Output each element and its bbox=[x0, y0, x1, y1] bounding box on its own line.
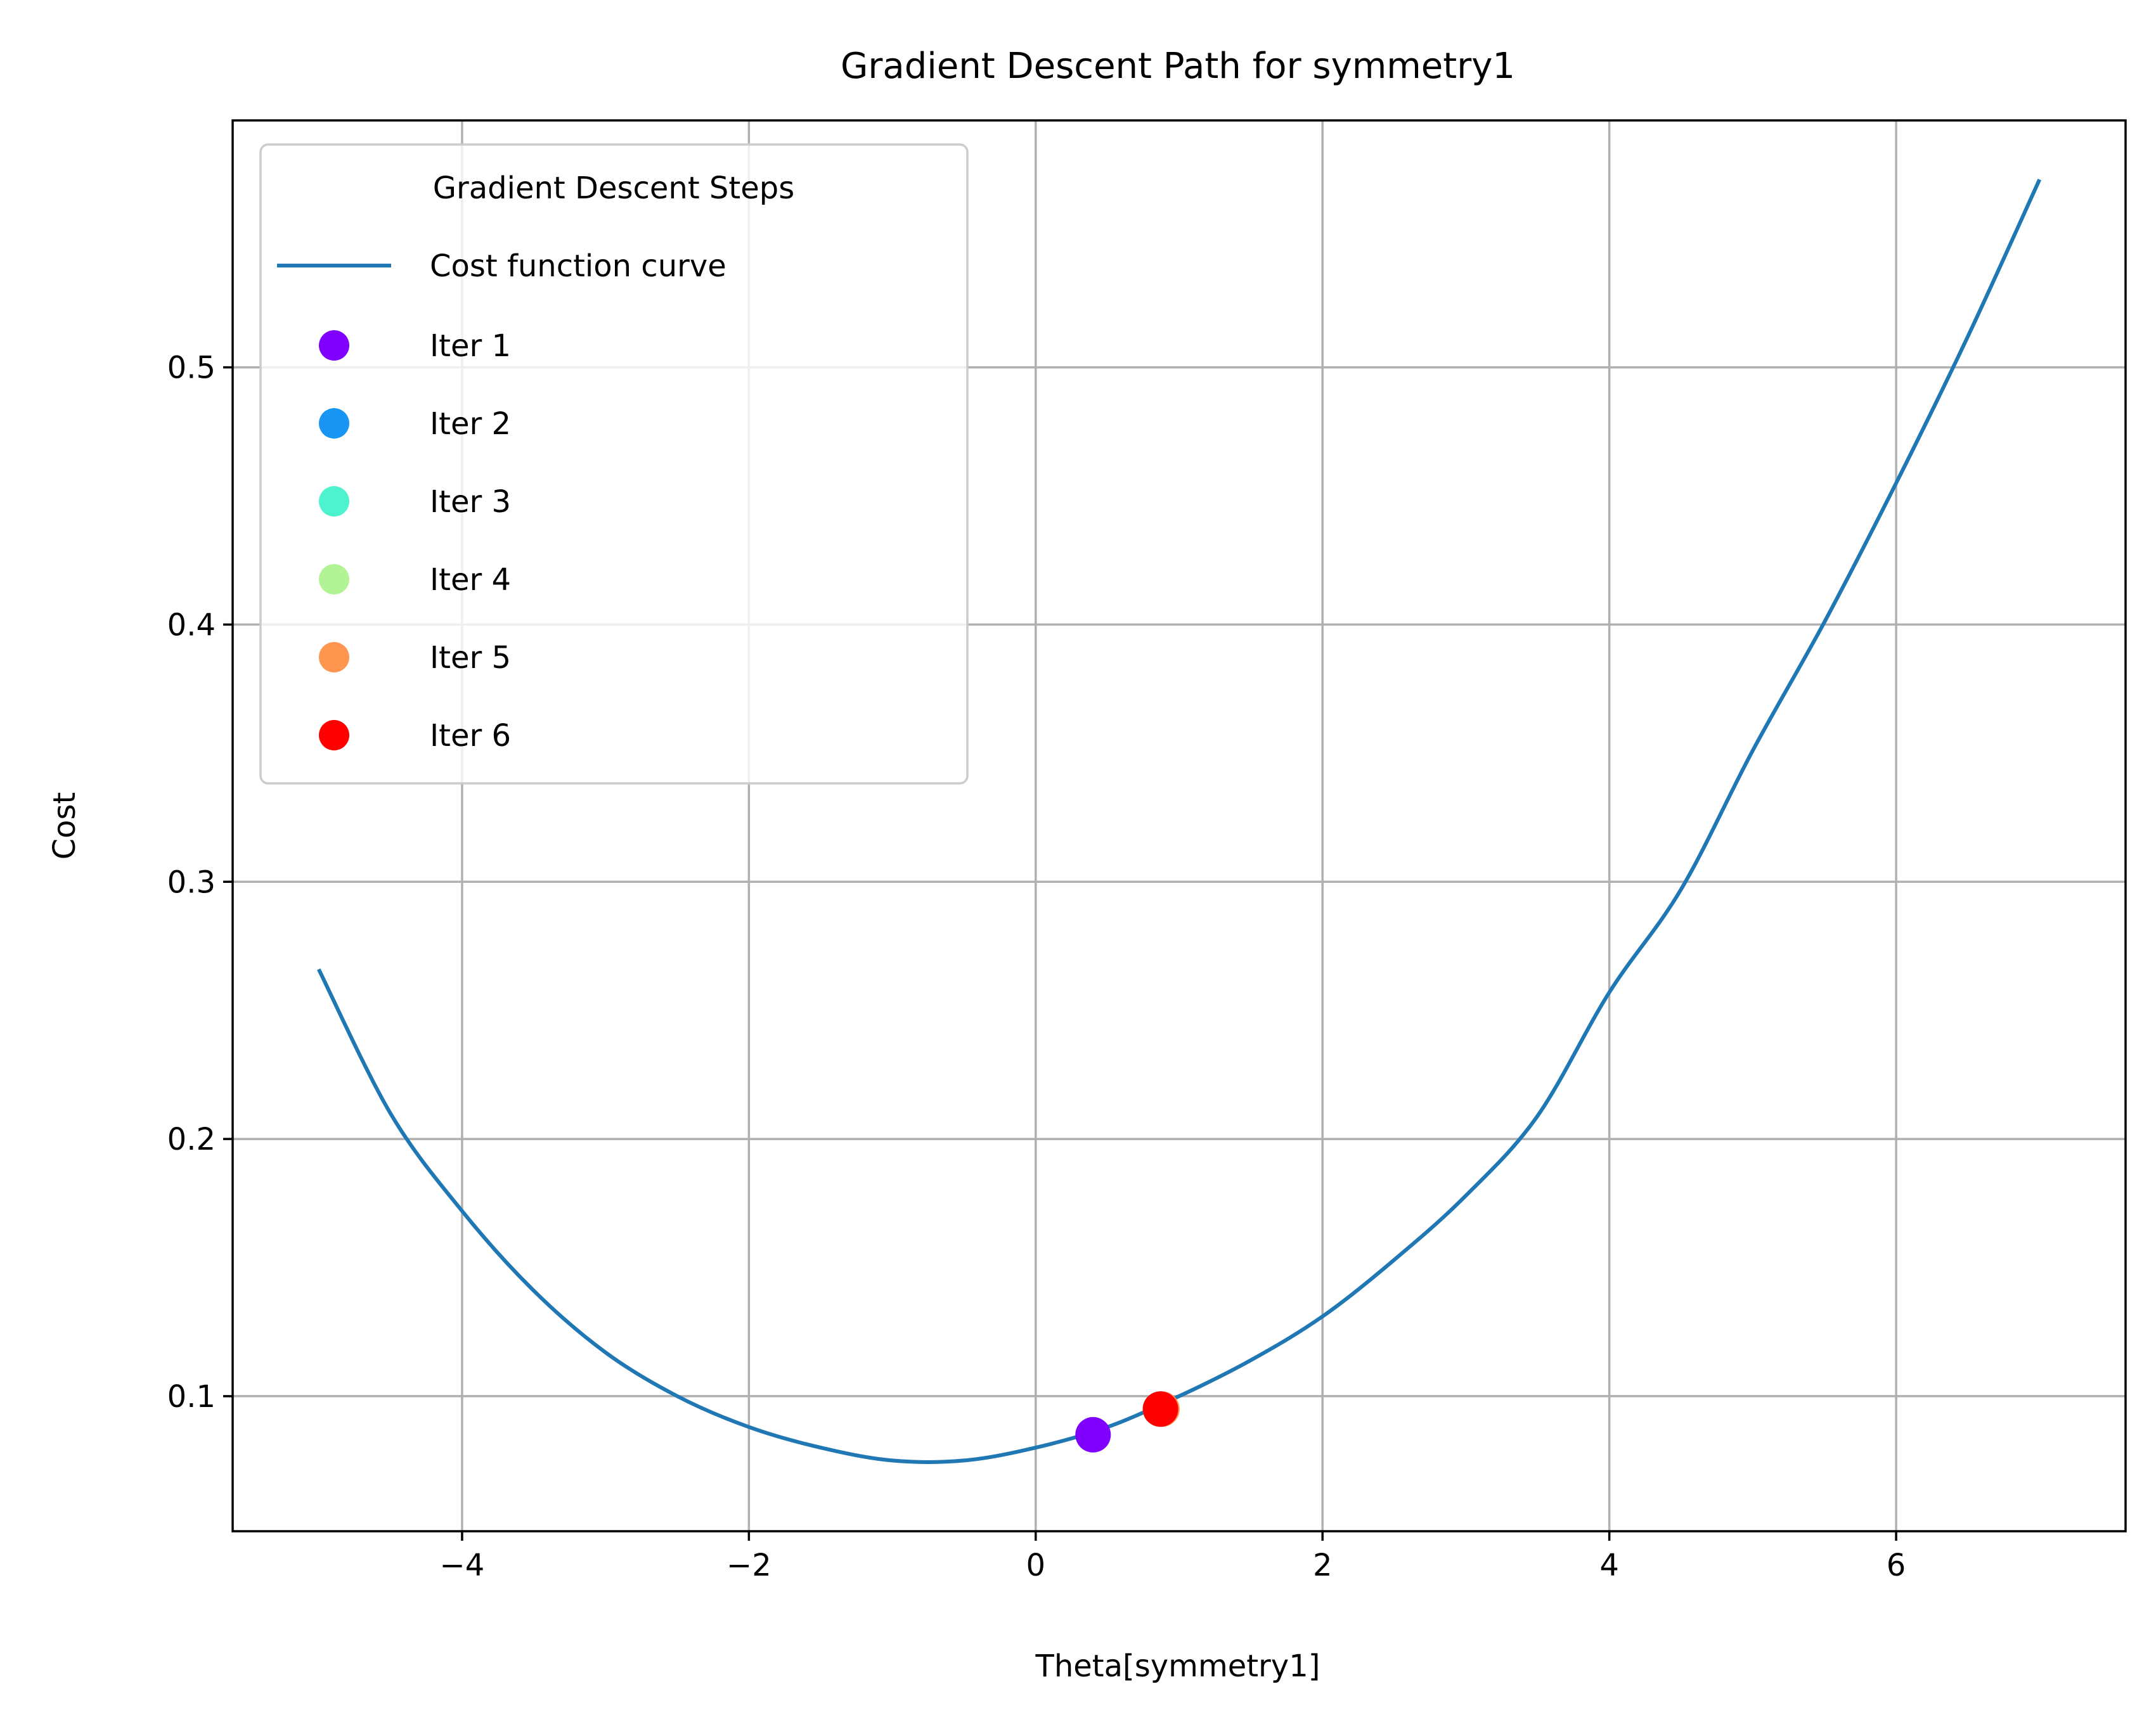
chart-title: Gradient Descent Path for symmetry1 bbox=[841, 46, 1515, 87]
legend: Gradient Descent Steps Cost function cur… bbox=[259, 143, 969, 785]
iteration-points bbox=[1075, 1391, 1180, 1453]
iter-6-point bbox=[1142, 1391, 1178, 1427]
legend-label-iter-3: Iter 3 bbox=[430, 484, 511, 520]
legend-label-iter-6: Iter 6 bbox=[430, 718, 511, 754]
legend-marker-iter-5 bbox=[319, 642, 349, 672]
legend-label-curve: Cost function curve bbox=[430, 248, 726, 284]
x-tick-label: 0 bbox=[1026, 1548, 1046, 1583]
y-tick-label: 0.2 bbox=[167, 1122, 216, 1157]
legend-label-iter-2: Iter 2 bbox=[430, 406, 511, 442]
legend-box bbox=[259, 143, 969, 785]
x-axis-ticks: −4 −2 0 2 4 6 bbox=[440, 1531, 1906, 1583]
legend-label-iter-4: Iter 4 bbox=[430, 562, 511, 598]
x-tick-label: 6 bbox=[1887, 1548, 1906, 1583]
legend-marker-iter-4 bbox=[319, 564, 349, 594]
legend-label-iter-5: Iter 5 bbox=[430, 640, 511, 676]
y-tick-label: 0.1 bbox=[167, 1379, 216, 1415]
legend-title: Gradient Descent Steps bbox=[433, 170, 794, 206]
y-tick-label: 0.4 bbox=[167, 607, 216, 643]
cost-function-curve bbox=[317, 179, 2042, 1464]
legend-marker-iter-3 bbox=[319, 486, 349, 517]
legend-marker-iter-2 bbox=[319, 408, 349, 439]
x-tick-label: −2 bbox=[726, 1548, 771, 1583]
legend-items: Iter 1 Iter 2 Iter 3 Iter 4 Iter 5 Iter 6 bbox=[319, 328, 511, 754]
legend-marker-iter-1 bbox=[319, 330, 349, 361]
x-tick-label: 2 bbox=[1313, 1548, 1333, 1583]
y-axis-label: Cost bbox=[47, 792, 82, 860]
x-axis-label: Theta[symmetry1] bbox=[1035, 1648, 1320, 1684]
y-tick-label: 0.3 bbox=[167, 864, 216, 900]
grid bbox=[233, 120, 2126, 1531]
iter-1-point bbox=[1075, 1417, 1111, 1453]
legend-label-iter-1: Iter 1 bbox=[430, 328, 511, 364]
plot-frame bbox=[231, 119, 2127, 1532]
y-axis-ticks: 0.1 0.2 0.3 0.4 0.5 bbox=[167, 350, 233, 1415]
legend-marker-iter-6 bbox=[319, 720, 349, 750]
x-tick-label: 4 bbox=[1599, 1548, 1619, 1583]
y-tick-label: 0.5 bbox=[167, 350, 216, 386]
x-tick-label: −4 bbox=[440, 1548, 485, 1583]
